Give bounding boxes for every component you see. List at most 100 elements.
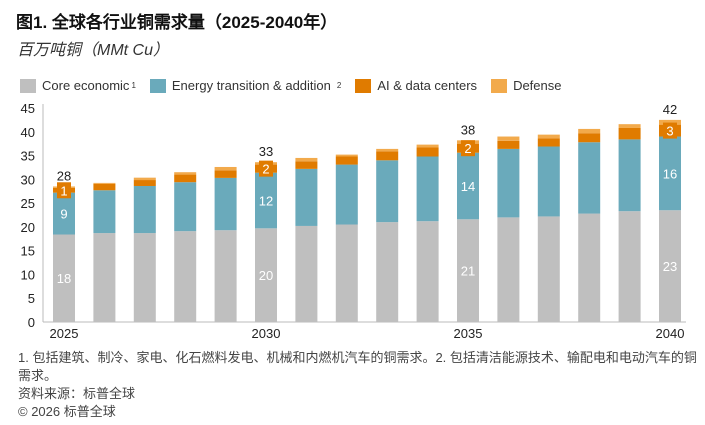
y-tick-label: 25 <box>21 196 35 211</box>
bar-segment-core-2040 <box>659 210 681 322</box>
data-label-core: 21 <box>461 264 475 279</box>
legend-swatch <box>20 78 36 93</box>
data-label-energy: 12 <box>259 193 273 208</box>
legend-item-energy: Energy transition & addition 2 <box>149 78 342 93</box>
bar-segment-energy-2039 <box>618 139 641 212</box>
bar-segment-core-2030 <box>255 228 277 322</box>
chart-subtitle: 百万吨铜（MMt Cu） <box>17 42 170 59</box>
bar-segment-energy-2033 <box>376 160 399 223</box>
bar-segment-core-2035 <box>457 219 479 322</box>
y-tick-label: 30 <box>21 172 35 187</box>
data-label-energy: 16 <box>663 166 677 181</box>
bar-segment-energy-2026 <box>93 190 116 234</box>
bar-segment-energy-2038 <box>578 142 601 214</box>
bar-segment-energy-2040 <box>659 136 681 211</box>
bar-segment-defense-2029 <box>214 166 237 171</box>
y-tick-label: 0 <box>28 315 35 330</box>
y-tick-label: 45 <box>21 101 35 116</box>
bar-segment-energy-2029 <box>214 177 237 231</box>
bar-segment-defense-2033 <box>376 148 399 152</box>
legend-item-core: Core economic 1 <box>20 78 136 93</box>
copyright: © 2026 标普全球 <box>18 404 116 419</box>
bar-segment-ai-2028 <box>174 174 197 183</box>
bar-segment-core-2026 <box>93 233 116 322</box>
bar-segment-core-2032 <box>335 224 358 322</box>
data-label-total: 38 <box>461 122 475 137</box>
data-label-ai: 3 <box>666 124 673 139</box>
bar-segment-ai-2038 <box>578 133 601 143</box>
data-label-core: 20 <box>259 268 273 283</box>
bar-segment-defense-2037 <box>537 134 560 139</box>
x-tick-label: 2025 <box>50 326 79 341</box>
bar-segment-core-2039 <box>618 211 641 322</box>
data-label-ai: 1 <box>60 183 67 198</box>
footnote: 1. 包括建筑、制冷、家电、化石燃料发电、机械和内燃机汽车的铜需求。2. 包括清… <box>18 350 697 383</box>
legend-swatch <box>149 78 166 93</box>
data-label-ai-box <box>57 182 71 199</box>
bar-segment-core-2028 <box>174 231 197 322</box>
data-label-ai-box <box>259 160 273 177</box>
bar-segment-energy-2028 <box>174 182 197 232</box>
bar-segment-defense-2027 <box>133 177 156 181</box>
legend-swatch <box>355 78 372 93</box>
bar-segment-core-2036 <box>497 217 520 322</box>
data-label-ai: 2 <box>262 162 269 177</box>
data-label-ai-box <box>461 140 475 157</box>
legend-item-defense: Defense <box>491 78 561 93</box>
legend-label: Core economic <box>42 78 130 93</box>
legend-footnote-mark: 2 <box>336 81 342 90</box>
legend-label: AI & data centers <box>377 78 478 93</box>
bar-segment-energy-2031 <box>295 168 318 226</box>
legend-footnote-mark: 1 <box>131 81 136 90</box>
bar-segment-energy-2030 <box>255 172 277 229</box>
y-tick-label: 15 <box>21 244 35 259</box>
bar-segment-energy-2037 <box>537 146 560 217</box>
bar-segment-energy-2032 <box>335 164 358 225</box>
legend-label: Energy transition & addition <box>171 78 331 93</box>
bar-segment-defense-2028 <box>174 172 197 175</box>
stacked-bar-chart: 0510152025303540452025189128203020122332… <box>21 101 686 341</box>
bar-segment-ai-2034 <box>416 147 439 157</box>
notes: 1. 包括建筑、制冷、家电、化石燃料发电、机械和内燃机汽车的铜需求。2. 包括清… <box>18 349 698 421</box>
bar-segment-energy-2036 <box>497 148 520 218</box>
bar-segment-defense-2031 <box>295 157 318 162</box>
bar-segment-defense-2026 <box>93 182 116 184</box>
bar-segment-energy-2035 <box>457 152 479 220</box>
bar-segment-defense-2038 <box>578 128 601 134</box>
chart-title: 图1. 全球各行业铜需求量（2025-2040年） <box>16 13 338 32</box>
bar-segment-core-2038 <box>578 213 601 322</box>
legend-label: Defense <box>513 78 562 93</box>
y-tick-label: 10 <box>21 267 35 282</box>
bar-segment-defense-2040 <box>659 119 681 125</box>
bar-segment-ai-2026 <box>93 183 116 191</box>
bar-segment-defense-2034 <box>416 144 439 148</box>
data-label-core: 18 <box>57 271 71 286</box>
bar-segment-core-2034 <box>416 221 439 322</box>
bar-segment-ai-2029 <box>214 170 237 178</box>
data-label-ai: 2 <box>464 141 471 156</box>
data-label-ai-box <box>663 122 677 139</box>
bar-segment-ai-2031 <box>295 161 318 169</box>
bar-segment-ai-2036 <box>497 140 520 149</box>
data-label-total: 42 <box>663 102 677 117</box>
legend-swatch <box>491 78 508 93</box>
data-label-core: 23 <box>663 259 677 274</box>
bar-segment-core-2025 <box>53 234 75 322</box>
x-tick-label: 2035 <box>454 326 483 341</box>
bar-segment-defense-2039 <box>618 124 641 128</box>
bar-segment-core-2031 <box>295 225 318 322</box>
bar-segment-energy-2025 <box>53 192 75 235</box>
bar-segment-energy-2034 <box>416 156 439 222</box>
bar-segment-ai-2039 <box>618 127 641 140</box>
legend: Core economic 1 Energy transition & addit… <box>20 78 575 93</box>
bar-segment-core-2033 <box>376 222 399 322</box>
bar-segment-ai-2032 <box>335 156 358 165</box>
bar-segment-defense-2032 <box>335 154 358 157</box>
bar-segment-ai-2027 <box>133 180 156 186</box>
bar-segment-core-2027 <box>133 233 156 322</box>
legend-item-ai: AI & data centers <box>355 78 477 93</box>
y-tick-label: 40 <box>21 125 35 140</box>
bar-segment-ai-2033 <box>376 151 399 161</box>
y-tick-label: 5 <box>28 291 35 306</box>
x-tick-label: 2040 <box>656 326 685 341</box>
